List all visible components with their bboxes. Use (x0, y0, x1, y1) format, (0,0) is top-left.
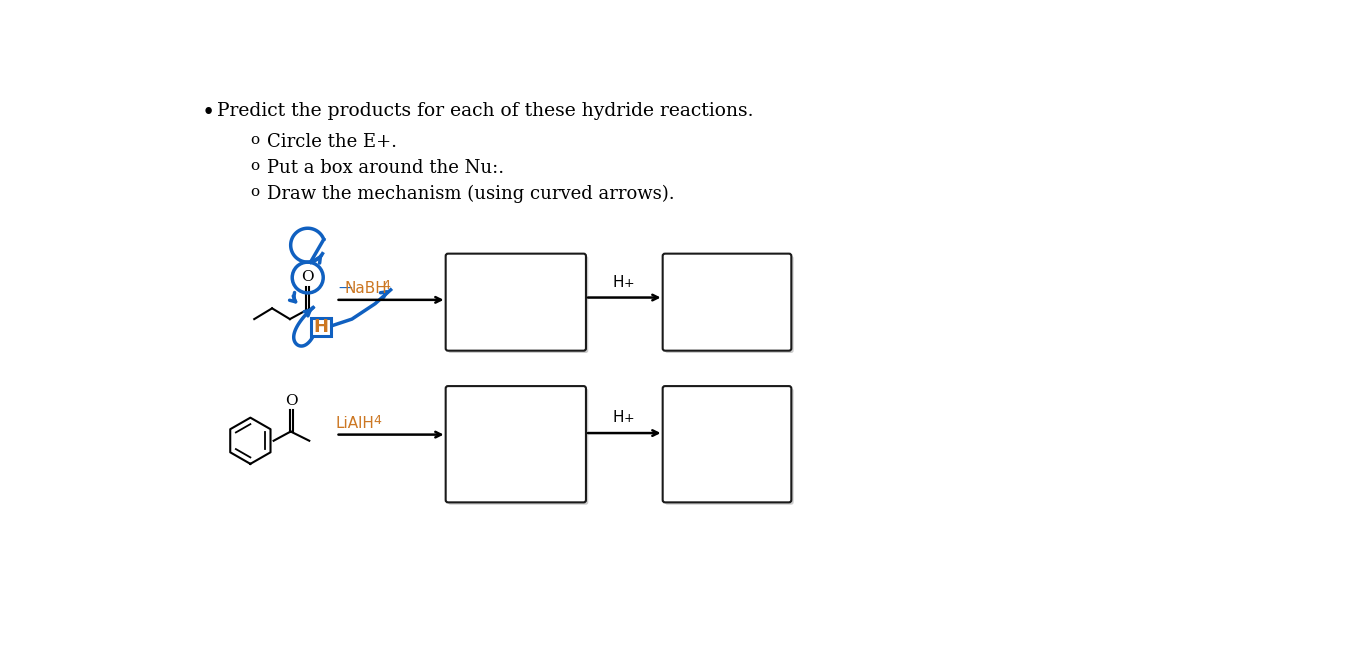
FancyBboxPatch shape (448, 389, 588, 505)
Text: Draw the mechanism (using curved arrows).: Draw the mechanism (using curved arrows)… (268, 185, 675, 204)
Text: LiAlH: LiAlH (335, 416, 375, 431)
Text: —: — (338, 282, 352, 296)
Text: +: + (623, 412, 634, 425)
Text: H: H (612, 275, 623, 290)
Text: 4: 4 (373, 414, 381, 427)
Text: H: H (314, 318, 329, 336)
Text: H: H (612, 410, 623, 425)
Text: o: o (250, 159, 260, 173)
FancyBboxPatch shape (665, 389, 794, 505)
FancyBboxPatch shape (662, 386, 791, 502)
Text: o: o (250, 133, 260, 147)
Text: NaBH: NaBH (345, 281, 388, 296)
Text: +: + (623, 277, 634, 290)
FancyBboxPatch shape (662, 254, 791, 350)
Text: Circle the E+.: Circle the E+. (268, 133, 397, 151)
FancyBboxPatch shape (446, 386, 585, 502)
Text: •: • (201, 102, 215, 124)
Text: O: O (285, 394, 297, 407)
FancyBboxPatch shape (665, 256, 794, 353)
Text: 4: 4 (383, 279, 389, 292)
Text: Predict the products for each of these hydride reactions.: Predict the products for each of these h… (218, 102, 753, 120)
FancyBboxPatch shape (446, 254, 585, 350)
FancyBboxPatch shape (448, 256, 588, 353)
Text: o: o (250, 185, 260, 199)
FancyBboxPatch shape (311, 318, 331, 336)
Text: Put a box around the Nu:.: Put a box around the Nu:. (268, 159, 504, 177)
Text: O: O (301, 270, 314, 283)
